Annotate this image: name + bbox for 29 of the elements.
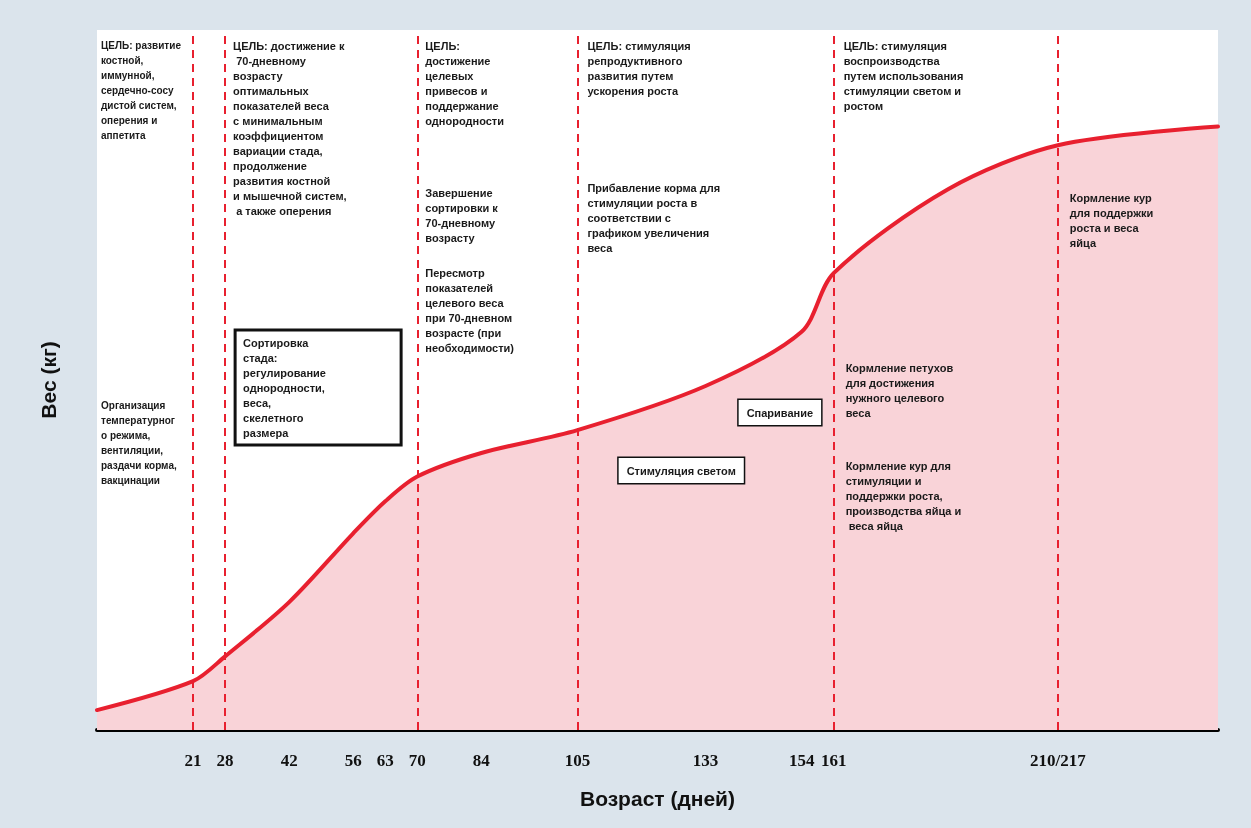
x-tick-label: 133 xyxy=(692,751,719,770)
x-tick-label: 154 xyxy=(788,751,815,770)
annotation: Стимуляция светом xyxy=(626,464,736,477)
y-axis-title: Вес (кг) xyxy=(36,341,60,419)
x-tick-label: 42 xyxy=(280,751,298,770)
annotation: Организация температурного режима, вентиляции, раздачи корма, вакцинации xyxy=(101,400,180,486)
x-tick-label: 28 xyxy=(216,751,234,770)
text: ЦЕЛЬ: стимуляция воспроизводства путем использования стимуляции светом и ростом xyxy=(843,39,967,112)
x-tick-label: 210/217 xyxy=(1029,751,1087,770)
annotation: Сортировка стада: регулирование однородности, веса, скелетного размера xyxy=(243,336,330,439)
x-tick-label: 161 xyxy=(820,751,847,770)
x-tick-label: 84 xyxy=(472,751,491,770)
annotation: Кормление кур для поддержки роста и веса яйца xyxy=(1069,191,1157,249)
x-tick-label: 70 xyxy=(408,751,426,770)
annotation: ЦЕЛЬ: достижение целевых привесов и поддержание однородности xyxy=(425,39,504,127)
annotation: Спаривание xyxy=(746,406,814,419)
text: ЦЕЛЬ: достижение к 70-дневному возрасту оптимальных показателей веса с минимальным коэффициентом вариации стада, продолжение развития костной и мышечной систем, а также оперения xyxy=(233,39,347,217)
x-tick-label: 21 xyxy=(184,751,202,770)
x-tick-label: 63 xyxy=(376,751,394,770)
annotation: Завершение сортировки к 70-дневному возрасту xyxy=(425,186,501,244)
x-tick-label: 56 xyxy=(344,751,362,770)
x-axis-title: Возраст (дней) xyxy=(579,787,736,810)
annotation: Кормление петухов для достижения нужного целевого веса xyxy=(845,361,957,419)
text: ЦЕЛЬ: стимуляция репродуктивного развития путем ускорения роста xyxy=(587,39,694,97)
annotation: Пересмотр показателей целевого веса при 70-дневном возрасте (при необходимости) xyxy=(425,266,516,354)
x-tick-label: 105 xyxy=(564,751,591,770)
annotation: Кормление кур для стимуляции и поддержки роста, производства яйца и веса яйца xyxy=(845,459,962,532)
annotation: ЦЕЛЬ: развитие костной, иммунной, сердечно-сосудистой систем, оперения и аппетита xyxy=(101,40,184,141)
annotation: Прибавление корма для стимуляции роста в соответствии с графиком увеличения веса xyxy=(587,181,724,254)
